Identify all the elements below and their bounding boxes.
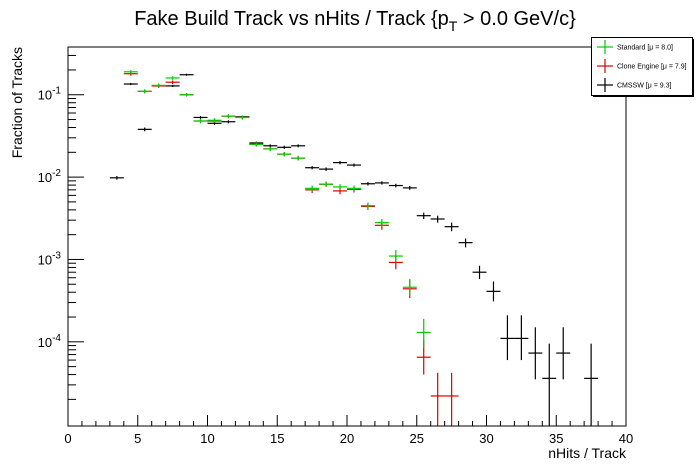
x-tick-label: 0	[64, 431, 71, 446]
data-point	[430, 372, 445, 426]
data-point	[347, 163, 361, 167]
y-axis-ticks: 10-110-210-310-4	[38, 54, 84, 400]
data-point	[165, 80, 180, 85]
y-tick-label: 10-2	[38, 168, 62, 185]
x-axis-ticks: 0 5 10 15 20 25 30 35 40	[64, 415, 633, 446]
y-tick-base: 10	[38, 88, 52, 103]
series-cmssw	[109, 73, 599, 426]
data-point	[277, 145, 292, 149]
data-point	[360, 182, 375, 186]
data-point	[416, 318, 431, 348]
data-point	[221, 114, 236, 119]
data-point	[556, 327, 571, 380]
data-point	[137, 89, 152, 94]
data-point	[109, 176, 124, 180]
data-point	[333, 160, 347, 165]
data-point	[416, 212, 431, 219]
data-point	[444, 222, 459, 232]
y-tick-exponent: -1	[52, 86, 61, 97]
y-tick-base: 10	[38, 170, 52, 185]
x-tick-label: 35	[549, 431, 563, 446]
data-point	[305, 185, 320, 192]
data-point	[458, 238, 473, 248]
data-point	[249, 142, 264, 147]
legend-shadow-bottom	[593, 95, 694, 97]
data-point	[542, 343, 557, 426]
data-point	[374, 181, 389, 185]
chart-title: Fake Build Track vs nHits / Track {pT > …	[134, 8, 576, 34]
data-point	[500, 315, 515, 361]
y-tick-exponent: -3	[52, 250, 61, 261]
data-point	[193, 118, 208, 124]
x-tick-label: 25	[410, 431, 424, 446]
y-tick-label: 10-3	[38, 250, 62, 267]
data-point	[402, 278, 417, 296]
y-axis-label: Fraction of Tracks	[9, 47, 25, 158]
data-point	[291, 144, 306, 148]
data-point	[179, 73, 194, 76]
data-point	[151, 83, 166, 88]
data-point	[221, 120, 236, 124]
data-point	[235, 115, 250, 120]
data-point	[123, 69, 138, 74]
data-point	[472, 265, 487, 279]
data-point	[528, 327, 543, 380]
chart-title-main: Fake Build Track vs nHits / Track {p	[134, 8, 449, 30]
data-point	[179, 93, 194, 97]
data-point	[319, 181, 334, 187]
data-point	[291, 155, 306, 161]
x-tick-label: 10	[200, 431, 214, 446]
data-point	[165, 76, 180, 80]
data-point	[263, 144, 278, 148]
legend-entry-cmssw: CMSSW [μ = 9.3]	[597, 78, 671, 92]
data-point	[263, 146, 278, 152]
data-point	[193, 116, 208, 119]
legend: Standard [μ = 8.0] Clone Engine [μ = 7.9]…	[591, 37, 694, 97]
y-tick-label: 10-4	[38, 333, 62, 350]
data-point	[347, 185, 361, 192]
y-tick-exponent: -2	[52, 168, 61, 179]
data-point	[165, 84, 180, 88]
x-tick-label: 5	[134, 431, 141, 446]
legend-label: Standard [μ = 8.0]	[617, 45, 673, 52]
data-point	[388, 183, 403, 188]
x-tick-label: 30	[479, 431, 493, 446]
x-tick-label: 40	[619, 431, 633, 446]
data-point	[486, 281, 501, 302]
legend-label: CMSSW [μ = 9.3]	[617, 83, 671, 90]
data-point	[444, 372, 459, 426]
y-tick-base: 10	[38, 252, 52, 267]
data-point	[277, 151, 292, 157]
series-standard	[123, 69, 431, 348]
series-layer	[109, 69, 599, 426]
data-point	[123, 82, 138, 86]
data-point	[333, 184, 347, 190]
data-point	[388, 250, 403, 263]
legend-entry-standard: Standard [μ = 8.0]	[597, 40, 673, 54]
legend-entry-clone-engine: Clone Engine [μ = 7.9]	[597, 59, 687, 73]
data-point	[137, 127, 152, 132]
data-point	[207, 118, 222, 123]
chart-title-subscript: T	[449, 18, 458, 34]
data-point	[430, 215, 445, 223]
data-point	[402, 185, 417, 190]
data-point	[374, 218, 389, 227]
legend-shadow-right	[692, 39, 694, 97]
data-point	[584, 343, 599, 426]
legend-label: Clone Engine [μ = 7.9]	[617, 64, 687, 71]
data-point	[360, 202, 375, 209]
plot-frame	[67, 46, 627, 427]
data-point	[514, 315, 529, 361]
x-axis-label: nHits / Track	[548, 445, 627, 461]
data-point	[305, 166, 320, 170]
chart-title-tail: > 0.0 GeV/c}	[457, 8, 576, 30]
y-tick-exponent: -4	[52, 333, 61, 344]
x-tick-label: 20	[340, 431, 354, 446]
data-point	[319, 167, 334, 171]
y-tick-base: 10	[38, 335, 52, 350]
x-tick-label: 15	[270, 431, 284, 446]
y-tick-label: 10-1	[38, 86, 62, 103]
